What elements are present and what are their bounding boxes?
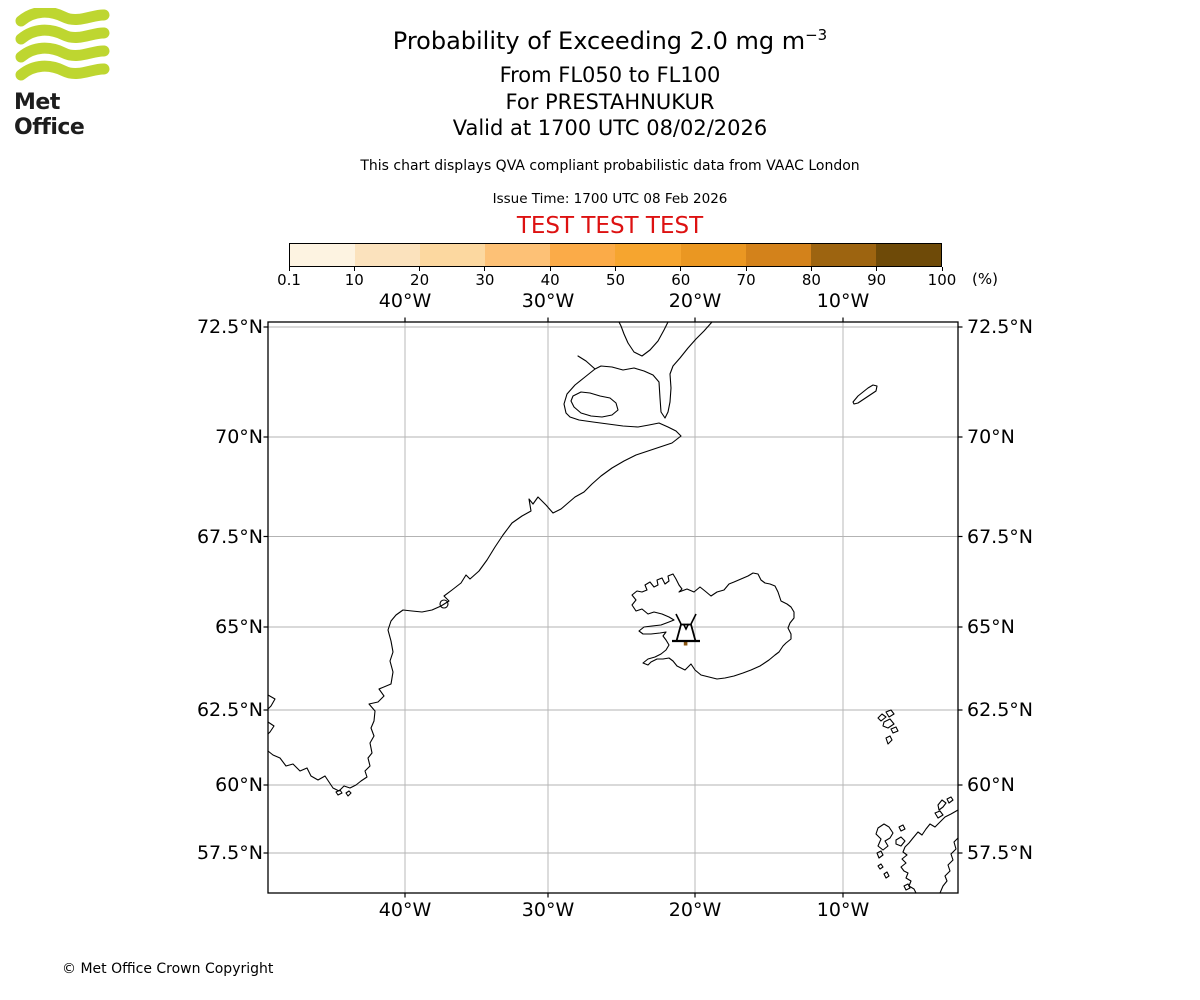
graticule <box>268 322 958 893</box>
subtitle-flight-levels: From FL050 to FL100 <box>499 63 721 87</box>
colorbar-label: 50 <box>605 271 626 289</box>
lat-label-right: 57.5°N <box>967 842 1034 864</box>
colorbar-segment <box>485 244 551 266</box>
colorbar-label: 80 <box>801 271 821 289</box>
colorbar-segment <box>550 244 616 266</box>
colorbar-label: 100 <box>927 271 957 289</box>
coastlines <box>267 321 959 894</box>
colorbar-tick <box>419 267 421 271</box>
lat-label-left: 60°N <box>215 774 263 796</box>
lat-label-right: 72.5°N <box>967 316 1034 338</box>
lon-label-bottom: 40°W <box>378 899 432 921</box>
page-title: Probability of Exceeding 2.0 mg m−3 <box>0 26 1200 55</box>
issue-time: Issue Time: 1700 UTC 08 Feb 2026 <box>492 191 728 207</box>
colorbar-unit: (%) <box>972 270 998 288</box>
subtitle-valid-time: Valid at 1700 UTC 08/02/2026 <box>452 116 768 140</box>
map-canvas <box>263 317 963 898</box>
colorbar-tick <box>615 267 616 271</box>
colorbar-segment <box>875 244 941 266</box>
colorbar-tick <box>549 267 551 271</box>
colorbar-tick <box>810 267 812 271</box>
crown-copyright: © Met Office Crown Copyright <box>62 961 274 977</box>
lat-label-left: 72.5°N <box>196 316 263 338</box>
subtitle-volcano: For PRESTAHNUKUR <box>505 90 715 114</box>
greenland-minor-features <box>267 321 669 797</box>
lat-label-left: 70°N <box>215 426 263 448</box>
qva-note: This chart displays QVA compliant probab… <box>360 158 860 174</box>
colorbar-segment <box>745 244 811 266</box>
iceland-coastline <box>631 572 795 680</box>
colorbar-label: 90 <box>867 271 887 289</box>
colorbar-tick <box>353 267 355 271</box>
map-frame <box>267 321 959 894</box>
colorbar-segment <box>680 244 746 266</box>
lon-label-bottom: 10°W <box>816 899 870 921</box>
met-office-logo: Met Office <box>14 8 124 140</box>
colorbar-tick <box>680 267 682 271</box>
scottish-islands <box>875 796 954 891</box>
lon-label-bottom: 20°W <box>668 899 722 921</box>
colorbar-label: 0.1 <box>277 271 301 289</box>
colorbar-segment <box>290 244 356 266</box>
greenland-offshore-islet <box>439 599 449 609</box>
probability-colorbar <box>289 243 942 267</box>
colorbar-tick <box>745 267 747 271</box>
lon-label-top: 40°W <box>378 290 432 312</box>
colorbar-segment <box>615 244 681 266</box>
lat-label-right: 60°N <box>967 774 1015 796</box>
lon-label-bottom: 30°W <box>521 899 575 921</box>
lat-label-left: 67.5°N <box>196 525 263 548</box>
lon-label-top: 30°W <box>521 290 575 312</box>
greenland-coastline <box>267 321 713 792</box>
title-text: Probability of Exceeding 2.0 mg m <box>392 27 806 55</box>
colorbar-segment <box>355 244 421 266</box>
test-banner: TEST TEST TEST <box>516 213 704 239</box>
title-exponent: −3 <box>805 26 828 44</box>
colorbar-label: 30 <box>475 271 495 289</box>
axis-ticks <box>263 317 963 898</box>
lat-label-left: 65°N <box>215 616 263 638</box>
jan-mayen-island <box>852 384 878 405</box>
faroe-islands <box>877 709 899 745</box>
colorbar-tick <box>288 267 290 271</box>
colorbar-tick <box>941 267 943 271</box>
volcano-marker <box>672 613 700 646</box>
colorbar-tick <box>876 267 878 271</box>
lon-label-top: 10°W <box>816 290 870 312</box>
colorbar-segment <box>420 244 486 266</box>
lat-label-right: 67.5°N <box>967 525 1034 548</box>
volcano-symbol-horns <box>675 613 697 631</box>
milne-land-island <box>570 391 619 418</box>
colorbar-label: 60 <box>671 271 691 289</box>
colorbar-label: 20 <box>410 271 430 289</box>
scotland-coastline <box>900 809 959 894</box>
colorbar-label: 10 <box>344 271 364 289</box>
colorbar-segment <box>810 244 876 266</box>
colorbar-tick <box>484 267 486 271</box>
met-office-logo-text: Met Office <box>14 90 85 140</box>
lat-label-right: 62.5°N <box>967 699 1034 721</box>
colorbar-label: 70 <box>736 271 756 289</box>
lat-label-right: 65°N <box>967 616 1015 638</box>
colorbar-label: 40 <box>540 271 560 289</box>
lon-label-top: 20°W <box>668 290 722 312</box>
lat-label-left: 57.5°N <box>196 842 263 864</box>
met-office-waves-icon <box>15 8 110 81</box>
lat-label-right: 70°N <box>967 426 1015 448</box>
lat-label-left: 62.5°N <box>196 699 263 721</box>
